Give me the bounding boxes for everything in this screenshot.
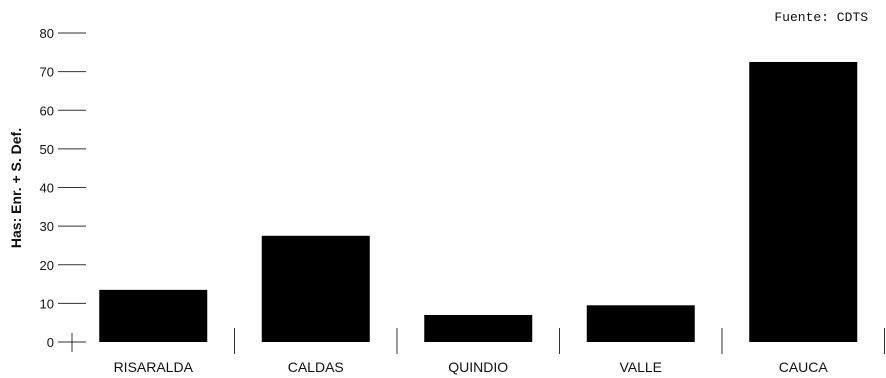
- y-tick-label-70: 70: [40, 65, 54, 80]
- y-tick-label-50: 50: [40, 142, 54, 157]
- bar-cauca: [749, 61, 858, 342]
- x-axis: RISARALDA CALDAS QUINDIO VALLE CAUCA: [114, 328, 885, 375]
- y-tick-label-0: 0: [47, 335, 54, 350]
- y-tick-label-40: 40: [40, 181, 54, 196]
- x-tick-label-quindio: QUINDIO: [448, 359, 508, 375]
- x-tick-label-risaralda: RISARALDA: [114, 359, 194, 375]
- source-annotation: Fuente: CDTS: [774, 10, 868, 25]
- y-tick-label-30: 30: [40, 219, 54, 234]
- bar-risaralda: [99, 289, 208, 342]
- x-tick-label-valle: VALLE: [619, 359, 662, 375]
- y-axis-label: Has: Enr. + S. Def.: [8, 128, 24, 248]
- y-tick-label-10: 10: [40, 296, 54, 311]
- bar-valle: [586, 305, 695, 342]
- bars-group: [99, 61, 858, 342]
- y-axis: 0 10 20 30 40 50 60 70 80: [40, 26, 86, 352]
- x-tick-label-caldas: CALDAS: [288, 359, 344, 375]
- x-tick-label-cauca: CAUCA: [779, 359, 829, 375]
- bar-quindio: [424, 314, 533, 342]
- bar-caldas: [261, 235, 370, 342]
- y-tick-label-80: 80: [40, 26, 54, 41]
- y-tick-label-20: 20: [40, 258, 54, 273]
- y-tick-label-60: 60: [40, 103, 54, 118]
